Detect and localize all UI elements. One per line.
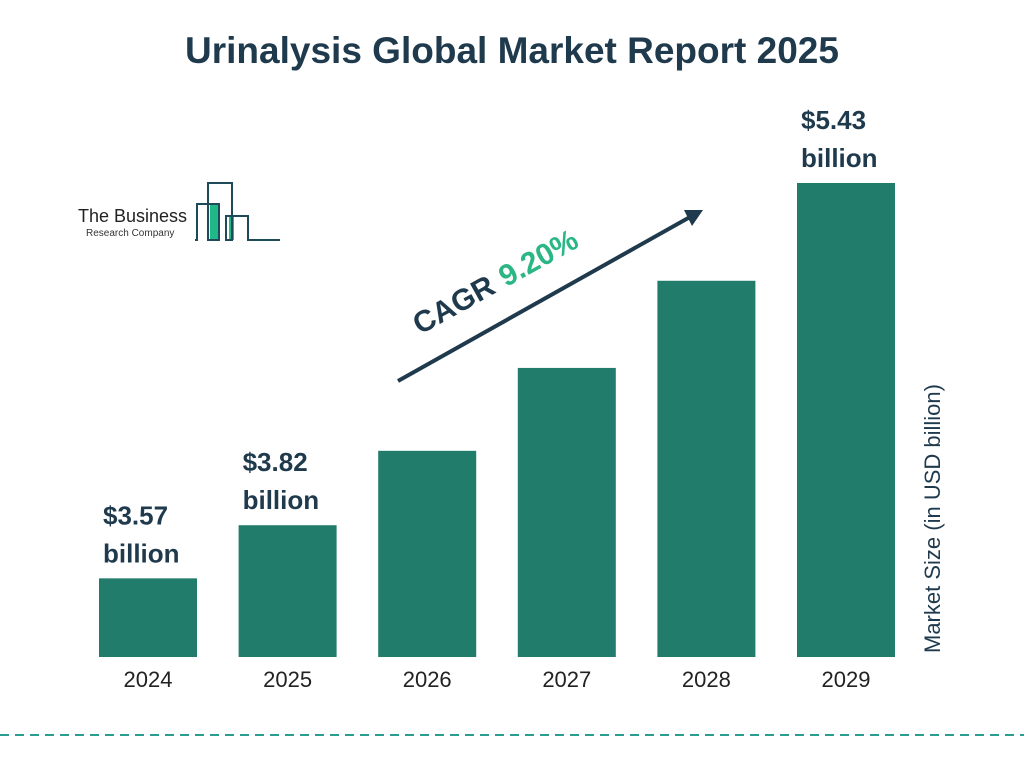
bar-2025 xyxy=(238,525,337,657)
cagr-arrow-line xyxy=(397,215,691,383)
chart-title: Urinalysis Global Market Report 2025 xyxy=(185,30,839,71)
x-tick-label: 2026 xyxy=(403,667,452,692)
data-label-unit: billion xyxy=(103,538,180,568)
bar-2024 xyxy=(99,578,197,657)
logo-skyline-icon xyxy=(195,182,280,241)
x-tick-label: 2025 xyxy=(263,667,312,692)
cagr-annotation: CAGR9.20% xyxy=(407,223,583,341)
bar-2027 xyxy=(517,367,616,657)
logo-text-line1: The Business xyxy=(78,206,187,226)
data-label-unit: billion xyxy=(801,143,878,173)
x-tick-label: 2024 xyxy=(124,667,173,692)
data-label-value: $3.57 xyxy=(103,500,168,530)
y-axis-label: Market Size (in USD billion) xyxy=(920,384,945,653)
data-label-unit: billion xyxy=(243,485,320,515)
company-logo: The Business Research Company xyxy=(78,182,280,241)
x-tick-label: 2027 xyxy=(542,667,591,692)
cagr-arrow-head-icon xyxy=(684,210,703,226)
logo-text-line2: Research Company xyxy=(86,228,174,239)
bar-2028 xyxy=(657,280,756,657)
x-tick-label: 2028 xyxy=(682,667,731,692)
bar-2029 xyxy=(797,183,895,657)
logo-bar-icon xyxy=(210,204,218,240)
data-label-value: $5.43 xyxy=(801,105,866,135)
x-tick-label: 2029 xyxy=(822,667,871,692)
bar-2026 xyxy=(378,450,477,657)
data-label-value: $3.82 xyxy=(243,447,308,477)
